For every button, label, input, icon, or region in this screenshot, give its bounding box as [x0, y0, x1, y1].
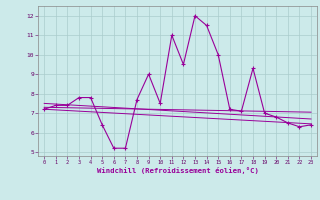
X-axis label: Windchill (Refroidissement éolien,°C): Windchill (Refroidissement éolien,°C): [97, 167, 259, 174]
